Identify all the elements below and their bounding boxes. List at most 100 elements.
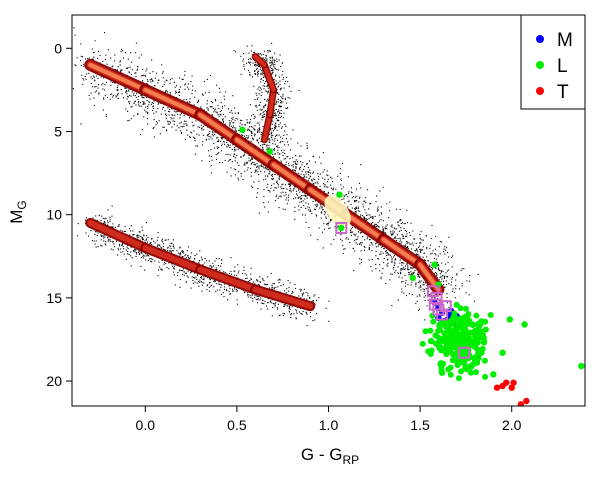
density-dot — [278, 153, 280, 155]
density-dot — [279, 105, 281, 107]
density-dot — [137, 66, 139, 68]
density-dot — [275, 125, 277, 127]
density-dot — [139, 105, 141, 107]
density-dot — [387, 254, 389, 256]
density-dot — [103, 98, 105, 100]
density-dot — [266, 144, 268, 146]
density-dot — [326, 181, 328, 183]
density-dot — [95, 240, 97, 242]
density-dot — [133, 250, 135, 252]
density-dot — [97, 246, 99, 248]
density-dot — [130, 255, 132, 257]
density-dot — [257, 296, 259, 298]
density-dot — [184, 138, 187, 140]
density-dot — [209, 282, 211, 284]
density-dot — [234, 288, 236, 290]
density-dot — [280, 127, 283, 129]
density-dot — [364, 246, 366, 248]
density-dot — [331, 219, 333, 221]
density-dot — [163, 243, 165, 245]
density-dot — [431, 252, 433, 255]
density-dot — [230, 293, 232, 295]
density-dot — [285, 192, 287, 194]
density-dot — [227, 108, 229, 110]
density-dot — [274, 153, 276, 155]
y-tick-label: 0 — [54, 40, 62, 56]
density-dot — [401, 241, 403, 243]
density-dot — [294, 218, 296, 220]
density-dot — [271, 315, 273, 317]
density-dot — [266, 85, 268, 87]
x-tick-label: 1.0 — [319, 417, 339, 433]
density-dot — [98, 93, 100, 95]
density-dot — [177, 91, 179, 93]
density-dot — [265, 113, 267, 115]
density-dot — [380, 213, 383, 215]
density-dot — [128, 253, 130, 256]
density-dot — [305, 311, 307, 313]
density-dot — [140, 105, 142, 107]
density-dot — [286, 107, 288, 110]
density-dot — [375, 242, 377, 244]
density-dot — [75, 65, 77, 67]
density-dot — [256, 122, 258, 124]
density-dot — [216, 146, 218, 148]
density-dot — [451, 281, 453, 283]
density-dot — [114, 82, 116, 84]
density-dot — [224, 98, 226, 100]
density-dot — [352, 248, 354, 250]
density-dot — [179, 114, 181, 116]
density-dot — [282, 95, 284, 97]
density-dot — [262, 85, 264, 87]
density-dot — [380, 212, 382, 214]
density-dot — [185, 272, 187, 274]
density-dot — [141, 129, 143, 131]
density-dot — [243, 164, 245, 166]
density-dot — [216, 111, 218, 113]
density-dot — [115, 240, 118, 242]
density-dot — [150, 238, 153, 240]
density-dot — [141, 95, 143, 97]
density-dot — [228, 272, 230, 275]
density-dot — [139, 231, 141, 233]
density-dot — [276, 146, 278, 148]
density-dot — [296, 310, 298, 312]
density-dot — [272, 71, 274, 73]
density-dot — [259, 127, 261, 129]
density-dot — [187, 256, 189, 258]
point-l — [436, 322, 443, 329]
density-dot — [125, 87, 127, 89]
density-dot — [273, 114, 275, 116]
density-dot — [262, 72, 264, 75]
density-dot — [355, 188, 357, 190]
density-dot — [362, 203, 364, 205]
density-dot — [264, 171, 266, 173]
density-dot — [136, 69, 138, 71]
density-dot — [202, 94, 204, 96]
density-dot — [265, 54, 267, 56]
density-dot — [201, 144, 203, 146]
density-dot — [461, 285, 463, 287]
density-dot — [450, 284, 452, 286]
density-dot — [107, 240, 109, 242]
density-dot — [114, 54, 116, 56]
density-dot — [360, 244, 362, 246]
density-dot — [404, 245, 406, 247]
density-dot — [295, 155, 297, 157]
density-dot — [172, 115, 174, 117]
density-dot — [289, 149, 292, 151]
density-dot — [254, 63, 257, 65]
density-dot — [399, 237, 401, 239]
density-dot — [91, 48, 93, 50]
density-dot — [266, 147, 268, 149]
density-dot — [260, 54, 262, 56]
density-dot — [107, 237, 109, 239]
density-dot — [273, 61, 275, 63]
density-dot — [254, 297, 256, 299]
density-dot — [187, 270, 189, 272]
density-dot — [267, 85, 269, 87]
density-dot — [148, 104, 150, 106]
density-dot — [282, 140, 284, 143]
density-dot — [208, 133, 210, 135]
density-dot — [84, 75, 86, 77]
